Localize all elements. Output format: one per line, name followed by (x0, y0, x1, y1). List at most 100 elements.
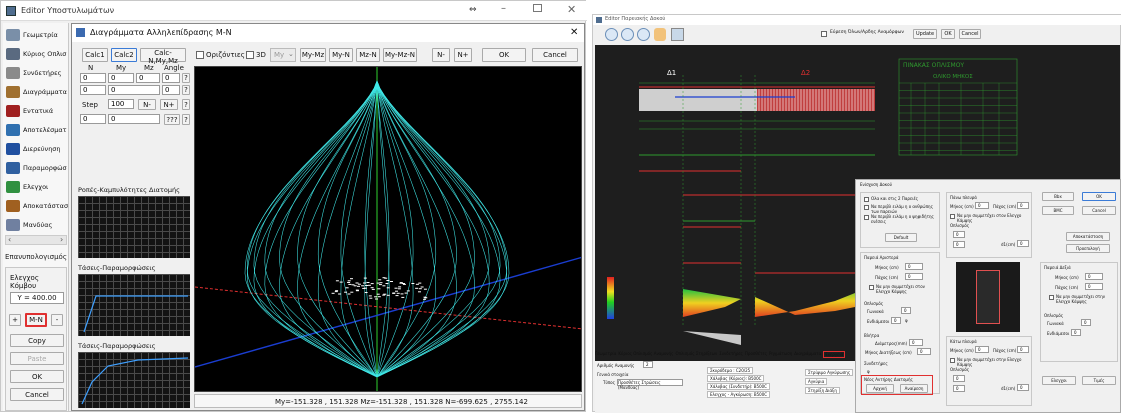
window-close-icon[interactable]: ✕ (567, 3, 576, 16)
sidebar-item[interactable]: Μανδύας (5, 217, 67, 234)
top-consider-checkbox[interactable] (950, 214, 955, 219)
row3-input-a[interactable] (80, 114, 106, 124)
bottom-tab[interactable]: Συνδετήρες (719, 351, 743, 358)
restore-button[interactable]: Αποκατάσταση (1066, 232, 1110, 241)
ls-width-input[interactable] (905, 263, 923, 270)
prev-node-button[interactable]: + (9, 314, 21, 326)
bottom-tab[interactable]: Ρηγμάτωση (769, 351, 792, 358)
support2-label[interactable]: Στηρίξη Διάξη (805, 387, 840, 394)
top-d-input[interactable] (1017, 240, 1029, 247)
y-value-field[interactable]: Y = 400.00 (10, 292, 64, 304)
support-label[interactable]: Στρίψιμο Αγκύρωσης (805, 369, 853, 376)
horizontal-checkbox[interactable] (196, 51, 204, 59)
apply-button[interactable]: Αρχική (866, 384, 894, 393)
rs-ends-input[interactable] (1071, 329, 1081, 336)
overlay-ok-button[interactable]: OK (1082, 192, 1116, 201)
checks-button[interactable]: Ελεγχοι (1042, 376, 1076, 385)
view-mz-n-button[interactable]: Mz-N (356, 48, 380, 62)
recalc-input[interactable] (643, 361, 653, 368)
default-button[interactable]: Default (885, 233, 917, 242)
paste-button[interactable]: Paste (10, 352, 64, 365)
values-button[interactable]: Τιμές (1082, 376, 1116, 385)
n-input[interactable] (80, 73, 106, 83)
calc1-button[interactable]: Calc1 (82, 48, 108, 62)
dialog-ok-button[interactable]: OK (482, 48, 526, 62)
bot-reinf-a[interactable] (953, 375, 965, 382)
top-reinf-a[interactable] (953, 231, 965, 238)
bottom-tab[interactable]: Διαγράμματα (794, 351, 821, 358)
right-cancel-button[interactable]: Cancel (959, 29, 981, 39)
step-plus-button[interactable]: N+ (160, 99, 178, 110)
step-help-button[interactable]: ? (182, 99, 190, 110)
sidebar-item[interactable]: Ελεγχοι (5, 179, 67, 196)
default2-button[interactable]: Προεπιλογή (1066, 244, 1110, 253)
sidebar-item[interactable]: Διερεύνηση (5, 141, 67, 158)
sidebar-item[interactable]: Συνδετήρες (5, 65, 67, 82)
ok-button[interactable]: OK (10, 370, 64, 383)
angle-help-button[interactable]: ? (182, 73, 190, 83)
step-input[interactable] (108, 99, 134, 109)
maximize-icon[interactable] (533, 4, 542, 12)
dialog-cancel-button[interactable]: Cancel (532, 48, 578, 62)
view-my-n-button[interactable]: My-N (329, 48, 353, 62)
sidebar-item[interactable]: Αποτελέσματ (5, 122, 67, 139)
len-input[interactable] (917, 348, 931, 355)
overlay-cancel-button[interactable]: Cancel (1082, 206, 1116, 215)
scroll-left-icon[interactable]: ‹ (8, 235, 11, 244)
opt3-checkbox[interactable] (864, 215, 869, 220)
export-icon[interactable] (671, 28, 684, 41)
calc-n-my-mz-button[interactable]: Calc-N,My,Mz (140, 48, 186, 62)
row2-help-button[interactable]: ? (182, 85, 190, 95)
opt2-checkbox[interactable] (864, 205, 869, 210)
n-plus-button[interactable]: N+ (454, 48, 472, 62)
bottom-tab[interactable]: Κύριος Οπλισμός Αναμονής (618, 351, 673, 358)
triple-help-button[interactable]: ??? (164, 114, 180, 125)
bottom-tab[interactable]: Ενεργειά (823, 351, 845, 358)
ls-main-input[interactable] (901, 307, 911, 314)
bottom-tab[interactable]: Γεωμετρία (595, 351, 616, 358)
bot-t-input[interactable] (1017, 346, 1029, 353)
sidebar-item[interactable]: Εντατικά (5, 103, 67, 120)
mz-input[interactable] (136, 73, 160, 83)
minimize-icon[interactable]: – (501, 3, 506, 14)
ls-ends-input[interactable] (891, 317, 901, 324)
interaction-3d-viewport[interactable] (194, 66, 582, 392)
step-minus-button[interactable]: N- (138, 99, 156, 110)
sidebar-scrollbar[interactable]: ‹ › (5, 235, 67, 245)
stirr2-input[interactable] (909, 339, 923, 346)
top-w-input[interactable] (975, 202, 989, 209)
bbox-button[interactable]: Bbx (1042, 192, 1074, 201)
n-minus-button[interactable]: N- (432, 48, 450, 62)
three-d-checkbox[interactable] (246, 51, 254, 59)
bot-consider-checkbox[interactable] (950, 358, 955, 363)
pan-hand-icon[interactable] (654, 28, 666, 41)
zoom-extents-icon[interactable] (637, 28, 650, 41)
rs-main-input[interactable] (1081, 319, 1091, 326)
sidebar-item[interactable]: Διαγράμματα (5, 84, 67, 101)
view-my-mz-n-button[interactable]: My-Mz-N (383, 48, 417, 62)
bmc-button[interactable]: BMC (1042, 206, 1074, 215)
opt1-checkbox[interactable] (864, 197, 869, 202)
my-input[interactable] (108, 73, 134, 83)
sidebar-item[interactable]: Αποκατάστασ (5, 198, 67, 215)
dialog-close-icon[interactable]: ✕ (570, 27, 578, 38)
pin-icon[interactable]: ⇔ (469, 5, 477, 15)
sidebar-item[interactable]: Γεωμετρία (5, 27, 67, 44)
update-button[interactable]: Update (913, 29, 937, 39)
bot-d-input[interactable] (1017, 384, 1029, 391)
show-all-checkbox[interactable] (821, 31, 827, 37)
zoom-out-icon[interactable] (621, 28, 634, 41)
row3-help-button[interactable]: ? (182, 114, 190, 125)
cancel-button[interactable]: Cancel (10, 388, 64, 401)
top-t-input[interactable] (1017, 202, 1029, 209)
anchor-label[interactable]: Αγκύρια (805, 378, 827, 385)
row2-input-b[interactable] (108, 85, 160, 95)
top-reinf-b[interactable] (953, 241, 965, 248)
scroll-right-icon[interactable]: › (60, 235, 63, 244)
bot-w-input[interactable] (975, 346, 989, 353)
row2-input[interactable] (80, 85, 106, 95)
ls-consider-checkbox[interactable] (869, 285, 874, 290)
rs-t-input[interactable] (1085, 283, 1103, 290)
calc2-button[interactable]: Calc2 (111, 48, 137, 62)
row3-input-b[interactable] (108, 114, 160, 124)
